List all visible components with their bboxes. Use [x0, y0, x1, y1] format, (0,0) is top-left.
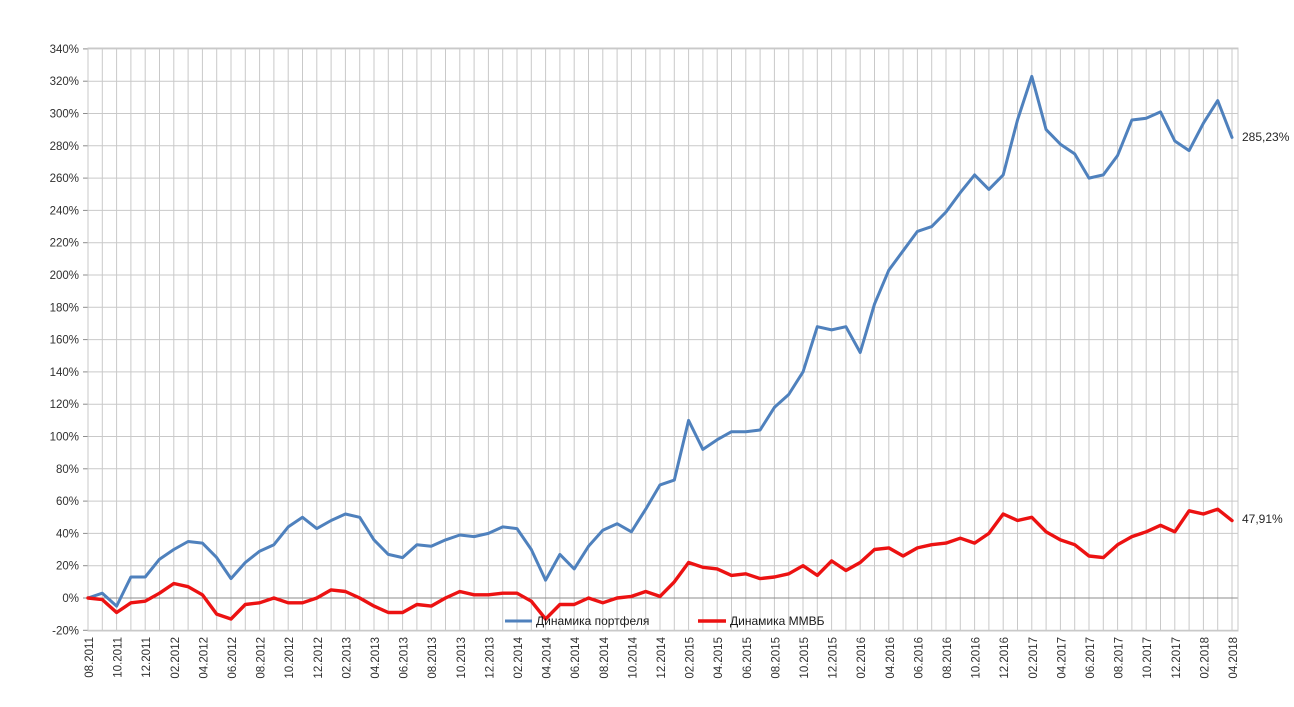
- x-tick-label: 12.2012: [313, 637, 325, 679]
- x-tick-label: 12.2013: [484, 637, 496, 679]
- y-tick-label: 260%: [50, 173, 79, 185]
- micex-legend-label: Динамика ММВБ: [730, 614, 825, 628]
- x-tick-label: 08.2015: [770, 637, 782, 679]
- x-tick-label: 02.2012: [170, 637, 182, 679]
- x-tick-label: 12.2011: [141, 637, 153, 678]
- x-tick-label: 04.2012: [198, 637, 210, 679]
- y-tick-label: 280%: [50, 141, 79, 153]
- x-tick-label: 02.2015: [685, 637, 697, 679]
- y-tick-label: 240%: [50, 205, 79, 217]
- y-tick-label: 180%: [50, 302, 79, 314]
- x-tick-label: 02.2014: [513, 636, 525, 678]
- portfolio-legend-label: Динамика портфеля: [536, 614, 649, 628]
- x-tick-label: 12.2016: [999, 637, 1011, 679]
- x-tick-label: 06.2014: [570, 636, 582, 678]
- x-tick-label: 04.2016: [885, 637, 897, 679]
- y-tick-label: 200%: [50, 270, 79, 282]
- y-tick-label: 220%: [50, 238, 79, 250]
- x-tick-label: 04.2014: [542, 636, 554, 678]
- y-axis-labels: -20% 0% 20% 40% 60% 80% 100% 120% 140% 160% 180% 20…: [50, 44, 79, 637]
- x-tick-label: 12.2015: [828, 637, 840, 679]
- x-tick-label: 08.2012: [256, 637, 268, 679]
- x-tick-label: 10.2016: [971, 637, 983, 679]
- horizontal-gridlines: [88, 48, 1238, 631]
- y-tick-label: 340%: [50, 44, 79, 56]
- x-tick-label: 02.2013: [341, 637, 353, 679]
- y-tick-label: 100%: [50, 432, 79, 444]
- x-tick-label: 04.2015: [713, 637, 725, 679]
- y-tick-label: 20%: [56, 561, 79, 573]
- micex-end-value-label: 47,91%: [1242, 512, 1283, 526]
- x-tick-label: 02.2018: [1199, 637, 1211, 679]
- x-tick-label: 10.2017: [1142, 637, 1154, 679]
- x-tick-label: 04.2018: [1228, 637, 1240, 679]
- plot-border: [87, 47, 1239, 632]
- x-tick-label: 10.2015: [799, 637, 811, 679]
- y-tick-label: 80%: [56, 464, 79, 476]
- x-tick-label: 08.2013: [427, 637, 439, 679]
- portfolio-series-line: [86, 74, 1234, 608]
- y-tick-label: 160%: [50, 335, 79, 347]
- x-tick-label: 02.2016: [856, 637, 868, 679]
- x-tick-label: 06.2017: [1085, 637, 1097, 679]
- y-tick-label: -20%: [52, 625, 79, 637]
- x-tick-label: 08.2016: [942, 637, 954, 679]
- x-tick-label: 08.2017: [1114, 637, 1126, 679]
- micex-series-line: [86, 507, 1234, 621]
- y-tick-label: 40%: [56, 528, 79, 540]
- x-tick-label: 12.2014: [656, 636, 668, 678]
- axis-ticks: [83, 48, 88, 631]
- y-tick-label: 120%: [50, 399, 79, 411]
- x-tick-label: 06.2013: [399, 637, 411, 679]
- x-tick-label: 08.2014: [599, 636, 611, 678]
- y-tick-label: 320%: [50, 76, 79, 88]
- y-tick-label: 0%: [62, 593, 79, 605]
- x-tick-label: 04.2017: [1056, 637, 1068, 679]
- series-lines: [86, 74, 1234, 621]
- x-tick-label: 12.2017: [1171, 637, 1183, 679]
- chart-legend: Динамика портфеля Динамика ММВБ: [505, 614, 825, 628]
- x-tick-label: 06.2012: [227, 637, 239, 679]
- x-tick-label: 10.2013: [456, 637, 468, 679]
- y-tick-label: 300%: [50, 109, 79, 121]
- x-tick-label: 02.2017: [1028, 637, 1040, 679]
- x-tick-label: 08.2011: [84, 637, 96, 678]
- y-tick-label: 60%: [56, 496, 79, 508]
- x-axis-labels: 08.2011 10.2011 12.2011 02.2012 04.2012 06.20…: [84, 636, 1240, 678]
- portfolio-end-value-label: 285,23%: [1242, 130, 1290, 144]
- y-tick-label: 140%: [50, 367, 79, 379]
- x-tick-label: 04.2013: [370, 637, 382, 679]
- x-tick-label: 06.2015: [742, 637, 754, 679]
- x-tick-label: 10.2014: [627, 636, 639, 678]
- x-tick-label: 10.2011: [113, 637, 125, 678]
- x-tick-label: 10.2012: [284, 637, 296, 679]
- x-tick-label: 06.2016: [913, 637, 925, 679]
